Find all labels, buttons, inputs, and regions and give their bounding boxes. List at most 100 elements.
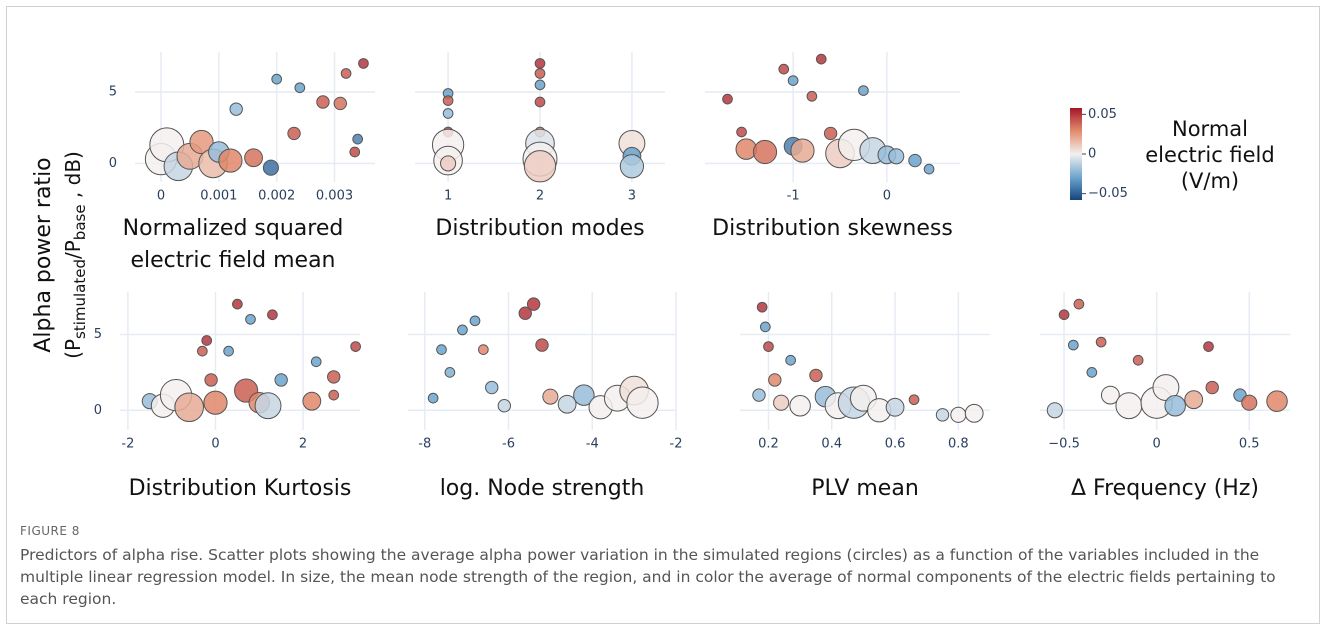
x-tick-label: -2 — [121, 437, 134, 452]
point — [823, 126, 838, 141]
point — [229, 102, 243, 116]
point — [497, 399, 512, 413]
point — [888, 148, 905, 165]
point — [1184, 390, 1204, 410]
point — [736, 126, 747, 138]
point — [485, 380, 499, 395]
point — [768, 373, 782, 387]
point — [340, 68, 352, 79]
point — [573, 384, 595, 406]
point — [534, 58, 546, 69]
x-tick-label: -4 — [586, 437, 599, 452]
point — [950, 406, 967, 423]
point — [806, 90, 818, 102]
point — [1100, 385, 1120, 405]
x-tick-label: 0 — [211, 437, 219, 452]
x-tick-label: 2 — [536, 189, 544, 204]
x-tick-label: -8 — [418, 437, 431, 452]
point — [526, 297, 541, 311]
point — [858, 85, 869, 96]
point — [469, 315, 481, 327]
point — [274, 373, 288, 387]
point — [752, 388, 766, 402]
point — [534, 79, 546, 91]
x-tick-label: 0.003 — [316, 189, 353, 204]
point — [756, 301, 768, 313]
points — [431, 58, 646, 183]
x-axis-label: Distribution skewness — [712, 216, 953, 241]
point — [908, 394, 920, 406]
colorbar-title: (V/m) — [1181, 169, 1239, 193]
point — [518, 306, 532, 320]
x-axis-label: PLV mean — [811, 476, 919, 501]
y-tick-label: 0 — [94, 403, 102, 418]
point — [557, 394, 577, 414]
x-tick-label: 0 — [1153, 437, 1161, 452]
point — [201, 335, 213, 346]
point — [752, 139, 778, 165]
figure: Alpha power ratio (Pstimulated/Pbase , dB… — [31, 52, 1290, 501]
x-tick-label: 0.6 — [885, 437, 906, 452]
figure-label: FIGURE 8 — [20, 524, 80, 538]
point — [310, 356, 322, 368]
point — [267, 309, 278, 321]
x-tick-label: -2 — [670, 437, 683, 452]
y-tick-label: 5 — [94, 327, 102, 342]
point — [271, 73, 283, 85]
point — [302, 391, 322, 411]
x-tick-label: 0.8 — [948, 437, 969, 452]
points — [1046, 298, 1288, 420]
point — [815, 53, 827, 65]
point — [352, 133, 364, 145]
point — [1241, 394, 1258, 411]
x-axis-label: Distribution Kurtosis — [129, 476, 352, 501]
point — [440, 155, 457, 172]
point — [785, 354, 796, 366]
point — [204, 373, 218, 387]
point — [1086, 367, 1098, 378]
x-tick-label: −0.5 — [1048, 437, 1080, 452]
x-tick-label: 0 — [883, 189, 891, 204]
x-tick-label: 0.5 — [1239, 437, 1260, 452]
points — [752, 301, 984, 423]
point — [523, 150, 557, 183]
colorbar-tick-label: −0.05 — [1088, 186, 1128, 201]
x-tick-label: 0 — [157, 189, 165, 204]
point — [174, 392, 204, 423]
point — [442, 108, 454, 119]
point — [262, 159, 279, 176]
point — [349, 146, 361, 158]
point — [436, 344, 447, 355]
point — [542, 388, 559, 405]
point — [1132, 354, 1144, 366]
y-axis-label-part: /P — [61, 240, 85, 259]
x-axis-label: Distribution modes — [435, 216, 644, 241]
point — [1203, 341, 1214, 352]
point — [478, 344, 489, 355]
point — [328, 389, 340, 401]
points — [141, 298, 361, 423]
x-tick-label: 0.001 — [200, 189, 237, 204]
point — [789, 394, 811, 417]
y-axis-label-part: (P — [61, 339, 85, 359]
point — [534, 96, 546, 108]
point — [790, 138, 815, 163]
x-tick-label: -6 — [502, 437, 515, 452]
point — [244, 148, 263, 168]
x-axis-label: electric field mean — [130, 248, 335, 273]
point — [885, 397, 905, 417]
point — [773, 394, 790, 411]
figure-frame — [6, 6, 1320, 624]
x-axis-label: log. Node strength — [440, 476, 645, 501]
point — [442, 95, 454, 106]
point — [1164, 394, 1186, 417]
point — [626, 386, 659, 419]
point — [232, 298, 243, 310]
point — [619, 154, 645, 179]
x-tick-label: -1 — [787, 189, 800, 204]
x-tick-label: 1 — [444, 189, 452, 204]
x-tick-label: 0.002 — [258, 189, 295, 204]
point — [427, 392, 439, 404]
point — [333, 96, 348, 111]
